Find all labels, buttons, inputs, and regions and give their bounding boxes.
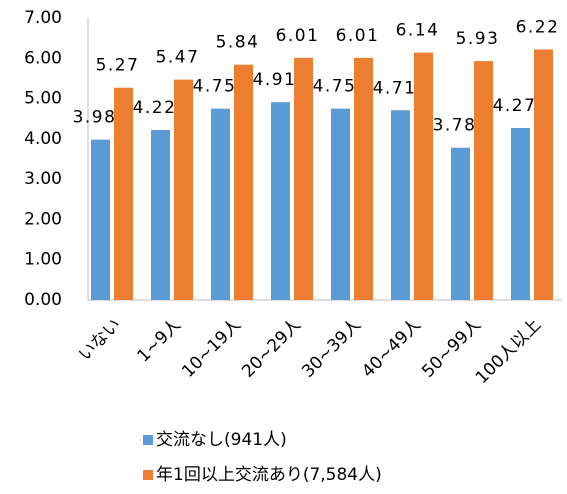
x-tick-label: 20~29人 <box>238 315 305 382</box>
value-label: 5.27 <box>96 56 140 76</box>
x-tick-label: 30~39人 <box>298 315 365 382</box>
value-label: 4.71 <box>373 78 417 98</box>
y-tick-label: 1.00 <box>24 250 62 270</box>
y-tick-label: 0.00 <box>24 290 62 310</box>
value-label: 4.91 <box>253 70 297 90</box>
value-label: 5.84 <box>216 33 260 53</box>
bar <box>211 108 230 301</box>
y-tick-label: 2.00 <box>24 209 62 229</box>
bar <box>174 79 193 300</box>
y-tick-label: 3.00 <box>24 169 62 189</box>
bar <box>114 87 133 301</box>
bar <box>331 108 350 301</box>
value-label: 6.22 <box>516 17 560 37</box>
bar <box>234 64 253 300</box>
legend-label: 年1回以上交流あり(7,584人) <box>156 465 382 485</box>
value-label: 4.27 <box>493 96 537 116</box>
bar <box>451 147 470 300</box>
legend-marker <box>143 470 153 480</box>
x-tick-label: 100人以上 <box>472 315 545 388</box>
y-tick-label: 5.00 <box>24 89 62 109</box>
legend-marker <box>143 435 153 445</box>
value-label: 6.01 <box>276 26 320 46</box>
x-tick-label: 1~9人 <box>134 315 186 367</box>
x-tick-label: 10~19人 <box>178 315 245 382</box>
legend-label: 交流なし(941人) <box>156 430 287 450</box>
bar <box>91 139 110 300</box>
bar <box>271 102 290 300</box>
x-tick-label: 40~49人 <box>358 315 425 382</box>
value-label: 4.22 <box>133 98 177 118</box>
value-label: 4.75 <box>313 77 357 97</box>
bar <box>534 49 553 301</box>
bar <box>151 129 170 300</box>
value-label: 6.01 <box>336 26 380 46</box>
bar <box>294 57 313 300</box>
value-label: 5.93 <box>456 29 500 49</box>
bar <box>391 110 410 300</box>
value-label: 4.75 <box>193 77 237 97</box>
x-tick-label: いない <box>75 315 125 365</box>
y-tick-label: 6.00 <box>24 48 62 68</box>
value-label: 3.98 <box>73 108 117 128</box>
y-tick-label: 7.00 <box>24 8 62 28</box>
value-label: 5.47 <box>156 48 200 68</box>
bar <box>354 57 373 300</box>
value-label: 3.78 <box>433 116 477 136</box>
y-tick-label: 4.00 <box>24 129 62 149</box>
bar <box>414 52 433 300</box>
bar <box>511 127 530 300</box>
value-label: 6.14 <box>396 21 440 41</box>
bar <box>474 61 493 300</box>
